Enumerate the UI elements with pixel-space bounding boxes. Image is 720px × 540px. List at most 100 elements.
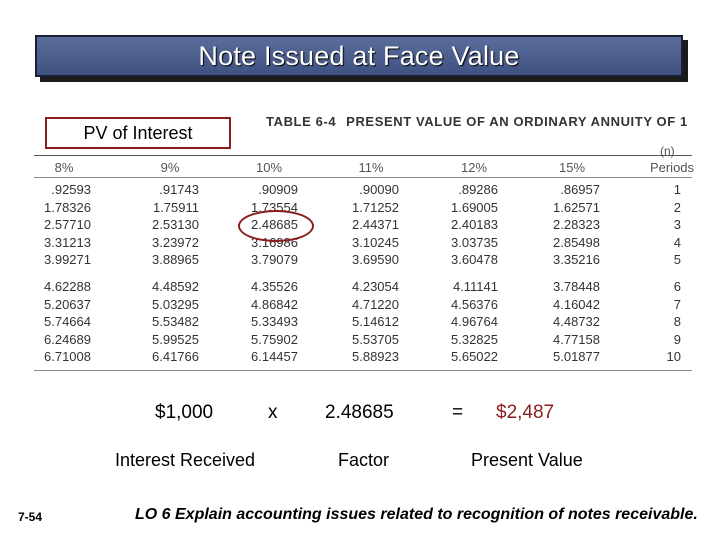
- column-header: 12%: [460, 160, 488, 175]
- table-cell: 1.75911: [152, 199, 199, 215]
- table-cell: 5.75902: [251, 331, 298, 347]
- table-cell: 2.53130: [152, 217, 199, 233]
- table-cell: 3.99271: [44, 252, 91, 268]
- table-column: .91743 1.75911 2.53130 3.23972 3.88965 4.4859…: [129, 181, 199, 366]
- table-cell: 5: [673, 252, 681, 268]
- table-cell: 6: [673, 278, 681, 294]
- equals-sign: =: [452, 402, 464, 423]
- table-column: .92593 1.78326 2.57710 3.31213 3.99271 4.6228…: [21, 181, 91, 366]
- table-cell: 4.96764: [451, 314, 498, 330]
- table-cell: 2.44371: [352, 217, 399, 233]
- table-cell: 2.85498: [553, 234, 600, 250]
- table-cell: 5.65022: [451, 349, 498, 365]
- column-header: 11%: [358, 160, 384, 175]
- table-cell: .92593: [51, 182, 91, 197]
- table-cell: 2.28323: [553, 217, 600, 233]
- table-cell: 5.20637: [44, 296, 91, 312]
- table-cell: 1.69005: [451, 199, 498, 215]
- interest-amount: $1,000: [155, 402, 214, 423]
- table-cell: 7: [673, 296, 681, 312]
- period-n-label: (n): [660, 144, 675, 158]
- factor-label: Factor: [338, 450, 390, 470]
- table-cell: 5.01877: [553, 349, 600, 365]
- highlight-circle: [238, 210, 314, 242]
- factor-value: 2.48685: [325, 402, 394, 423]
- table-column: .90090 1.71252 2.44371 3.10245 3.69590 4.2305…: [329, 181, 399, 366]
- table-cell: .91743: [159, 182, 199, 197]
- table-cell: 10: [666, 349, 681, 365]
- slide-title: Note Issued at Face Value: [198, 40, 520, 71]
- table-cell: 3.03735: [451, 234, 498, 250]
- table-cell: 2.57710: [44, 217, 91, 233]
- present-value-label: Present Value: [471, 450, 583, 470]
- table-cell: 3.88965: [152, 252, 199, 268]
- table-cell: 3.79079: [251, 252, 298, 268]
- column-header: 9%: [160, 160, 180, 175]
- table-cell: 3.60478: [451, 252, 498, 268]
- table-cell: 5.03295: [152, 296, 199, 312]
- table-cell: 6.24689: [44, 331, 91, 347]
- column-header: 15%: [558, 160, 586, 175]
- table-cell: 4.11141: [452, 278, 498, 294]
- table-cell: 3.23972: [152, 234, 199, 250]
- table-cell: 1: [673, 182, 681, 197]
- column-header: 10%: [255, 160, 283, 175]
- table-cell: 1.78326: [44, 199, 91, 215]
- slide-number: 7-54: [18, 510, 43, 524]
- table-cell: 9: [673, 331, 681, 347]
- table-bottom-rule: [34, 370, 692, 371]
- table-cell: 6.41766: [152, 349, 199, 365]
- table-column: .86957 1.62571 2.28323 2.85498 3.35216 3.7844…: [530, 181, 600, 366]
- table-column: 1 2 3 4 5 6 7 8 9 10: [611, 181, 681, 366]
- table-cell: 4.71220: [352, 296, 399, 312]
- table-cell: 3: [673, 217, 681, 233]
- table-cell: 5.88923: [352, 349, 399, 365]
- table-cell: 3.78448: [553, 278, 600, 294]
- table-cell: 5.33493: [251, 314, 298, 330]
- table-cell: 5.99525: [152, 331, 199, 347]
- table-cell: 3.10245: [352, 234, 399, 250]
- table-cell: 5.14612: [352, 314, 399, 330]
- multiply-sign: x: [268, 402, 278, 423]
- table-cell: 5.32825: [451, 331, 498, 347]
- table-cell: .89286: [458, 182, 498, 197]
- table-cell: 2.40183: [451, 217, 498, 233]
- interest-received-label: Interest Received: [115, 450, 256, 470]
- table-cell: 6.71008: [44, 349, 91, 365]
- learning-objective-footer: LO 6 Explain accounting issues related t…: [135, 506, 698, 523]
- table-cell: 4.56376: [451, 296, 498, 312]
- table-cell: 4.23054: [352, 278, 399, 294]
- table-cell: 4.48592: [152, 278, 199, 294]
- table-number: TABLE 6-4: [266, 114, 337, 129]
- table-cell: 4.77158: [553, 331, 600, 347]
- table-cell: 3.69590: [352, 252, 399, 268]
- title-banner: Note Issued at Face Value: [35, 35, 683, 77]
- table-title: TABLE 6-4 PRESENT VALUE OF AN ORDINARY AN…: [266, 114, 688, 129]
- table-column: .90909 1.73554 2.48685 3.16986 3.79079 4.3552…: [228, 181, 298, 366]
- table-cell: 5.53482: [152, 314, 199, 330]
- table-cell: 6.14457: [251, 349, 298, 365]
- table-cell: 4.62288: [44, 278, 91, 294]
- table-cell: 1.71252: [352, 199, 399, 215]
- table-cell: 3.31213: [44, 234, 91, 250]
- table-cell: 1.62571: [553, 199, 600, 215]
- table-cell: 4.35526: [251, 278, 298, 294]
- table-header-rule: [34, 177, 692, 178]
- column-header: Periods: [649, 160, 695, 175]
- table-heading: PRESENT VALUE OF AN ORDINARY ANNUITY OF …: [346, 114, 688, 129]
- table-cell: 2: [673, 199, 681, 215]
- column-header: 8%: [54, 160, 74, 175]
- table-cell: 8: [673, 314, 681, 330]
- pv-of-interest-label: PV of Interest: [45, 117, 231, 149]
- present-value-result: $2,487: [496, 402, 555, 423]
- table-cell: 4: [673, 234, 681, 250]
- table-cell: 3.35216: [553, 252, 600, 268]
- table-cell: 4.86842: [251, 296, 298, 312]
- table-cell: 4.48732: [553, 314, 600, 330]
- table-cell: .90090: [359, 182, 399, 197]
- table-cell: 5.74664: [44, 314, 91, 330]
- table-cell: 4.16042: [553, 296, 600, 312]
- table-cell: .86957: [560, 182, 600, 197]
- table-cell: .90909: [258, 182, 298, 197]
- table-column: .89286 1.69005 2.40183 3.03735 3.60478 4.1114…: [428, 181, 498, 366]
